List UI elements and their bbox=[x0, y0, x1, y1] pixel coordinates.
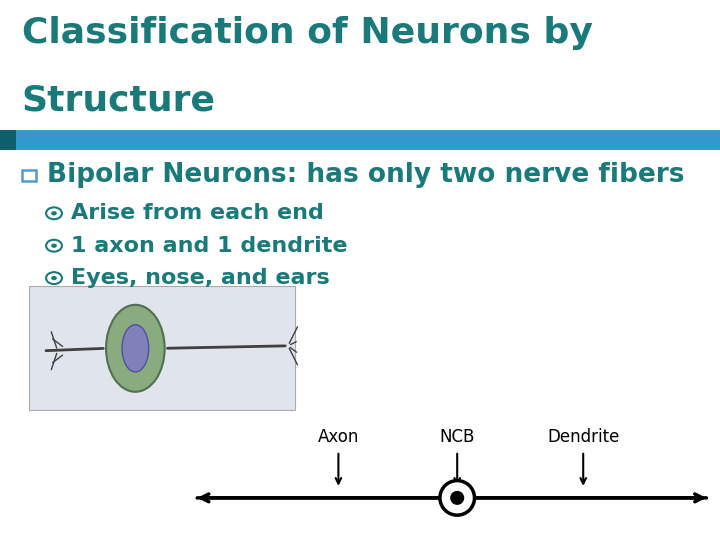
Ellipse shape bbox=[106, 305, 165, 392]
Ellipse shape bbox=[450, 491, 464, 505]
Text: Bipolar Neurons: has only two nerve fibers: Bipolar Neurons: has only two nerve fibe… bbox=[47, 163, 684, 188]
Ellipse shape bbox=[440, 481, 474, 515]
Text: Structure: Structure bbox=[22, 84, 215, 118]
Text: NCB: NCB bbox=[439, 428, 475, 445]
Text: Classification of Neurons by: Classification of Neurons by bbox=[22, 16, 593, 50]
Text: Arise from each end: Arise from each end bbox=[71, 203, 323, 224]
FancyBboxPatch shape bbox=[0, 130, 720, 150]
FancyBboxPatch shape bbox=[0, 130, 16, 150]
Circle shape bbox=[51, 211, 57, 215]
Text: Dendrite: Dendrite bbox=[547, 428, 619, 445]
Circle shape bbox=[51, 244, 57, 248]
FancyBboxPatch shape bbox=[29, 286, 295, 410]
Text: Axon: Axon bbox=[318, 428, 359, 445]
Text: Eyes, nose, and ears: Eyes, nose, and ears bbox=[71, 268, 329, 288]
Circle shape bbox=[51, 276, 57, 280]
Ellipse shape bbox=[122, 325, 149, 372]
Text: 1 axon and 1 dendrite: 1 axon and 1 dendrite bbox=[71, 235, 347, 256]
